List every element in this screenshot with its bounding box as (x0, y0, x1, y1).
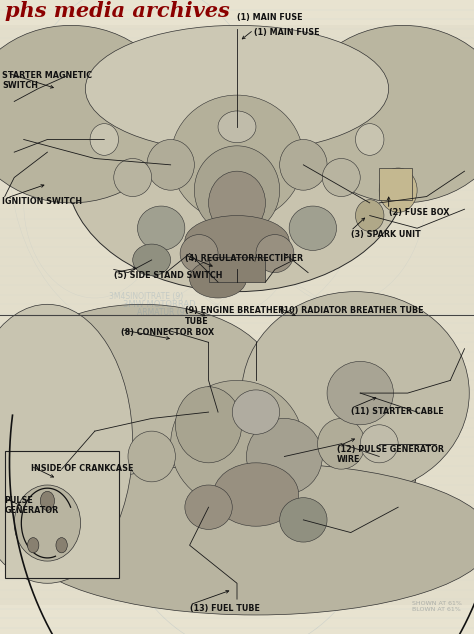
FancyBboxPatch shape (5, 451, 118, 578)
Ellipse shape (209, 171, 265, 235)
Text: (2) FUSE BOX: (2) FUSE BOX (389, 208, 449, 217)
Bar (209, 257, 265, 282)
Text: INSIDE OF CRANKCASE: INSIDE OF CRANKCASE (31, 464, 133, 473)
Text: (13) FUEL TUBE: (13) FUEL TUBE (190, 604, 259, 612)
Ellipse shape (147, 139, 194, 190)
Text: PULSE
GENERATOR: PULSE GENERATOR (5, 496, 59, 515)
Ellipse shape (360, 425, 398, 463)
Text: (10) RADIATOR BREATHER TUBE: (10) RADIATOR BREATHER TUBE (280, 306, 423, 315)
Text: (12) PULSE GENERATOR
WIRE: (12) PULSE GENERATOR WIRE (337, 445, 444, 465)
Ellipse shape (327, 361, 393, 425)
Ellipse shape (114, 158, 152, 197)
Text: (5) SIDE STAND SWITCH: (5) SIDE STAND SWITCH (114, 271, 222, 280)
Text: IGNITION SWITCH: IGNITION SWITCH (2, 197, 82, 205)
Text: (3) SPARK UNIT: (3) SPARK UNIT (351, 230, 420, 238)
Ellipse shape (322, 158, 360, 197)
Bar (379, 168, 412, 200)
Text: (8) CONNECTOR BOX: (8) CONNECTOR BOX (121, 328, 214, 337)
FancyBboxPatch shape (0, 317, 474, 605)
Ellipse shape (379, 168, 417, 212)
Text: (11) STARTER CABLE: (11) STARTER CABLE (351, 407, 443, 416)
Ellipse shape (171, 95, 303, 222)
Text: SHOWN AT 61%
BLOWN AT 61%: SHOWN AT 61% BLOWN AT 61% (412, 601, 462, 612)
Ellipse shape (0, 25, 175, 203)
Ellipse shape (19, 463, 474, 615)
Ellipse shape (256, 235, 294, 273)
Ellipse shape (95, 342, 417, 583)
Ellipse shape (232, 390, 280, 434)
Ellipse shape (180, 235, 218, 273)
Text: 3MW MOTORRAD: 3MW MOTORRAD (123, 300, 196, 309)
Ellipse shape (0, 304, 133, 583)
Ellipse shape (280, 498, 327, 542)
Ellipse shape (190, 260, 246, 298)
Text: (1) MAIN FUSE: (1) MAIN FUSE (254, 28, 319, 37)
Ellipse shape (171, 380, 303, 507)
Ellipse shape (90, 124, 118, 155)
Ellipse shape (194, 146, 280, 235)
Ellipse shape (318, 418, 365, 469)
Text: (4) REGULATOR/RECTIFIER: (4) REGULATOR/RECTIFIER (185, 254, 303, 262)
Ellipse shape (246, 418, 322, 495)
Circle shape (40, 491, 55, 510)
Text: 3M4SINOJTRATE (9): 3M4SINOJTRATE (9) (109, 292, 183, 301)
Ellipse shape (213, 463, 299, 526)
Ellipse shape (85, 25, 389, 152)
Ellipse shape (280, 139, 327, 190)
Ellipse shape (128, 431, 175, 482)
Ellipse shape (299, 25, 474, 203)
Ellipse shape (185, 485, 232, 529)
Ellipse shape (242, 292, 469, 495)
Text: (9) ENGINE BREATHER
TUBE: (9) ENGINE BREATHER TUBE (185, 306, 284, 326)
Ellipse shape (289, 206, 337, 250)
Ellipse shape (356, 200, 384, 231)
Text: (1) MAIN FUSE: (1) MAIN FUSE (237, 13, 302, 22)
Ellipse shape (137, 206, 185, 250)
Text: phs media archives: phs media archives (5, 1, 229, 21)
Ellipse shape (9, 304, 275, 456)
Text: ARMATUR (9): ARMATUR (9) (137, 308, 188, 317)
Ellipse shape (218, 111, 256, 143)
Text: STARTER MAGNETIC
SWITCH: STARTER MAGNETIC SWITCH (2, 71, 92, 91)
Ellipse shape (14, 485, 81, 561)
Circle shape (56, 538, 67, 553)
Ellipse shape (356, 124, 384, 155)
Circle shape (27, 538, 39, 553)
FancyBboxPatch shape (0, 25, 474, 314)
Ellipse shape (185, 216, 289, 266)
Ellipse shape (133, 244, 171, 276)
Ellipse shape (175, 387, 242, 463)
Ellipse shape (66, 51, 408, 292)
